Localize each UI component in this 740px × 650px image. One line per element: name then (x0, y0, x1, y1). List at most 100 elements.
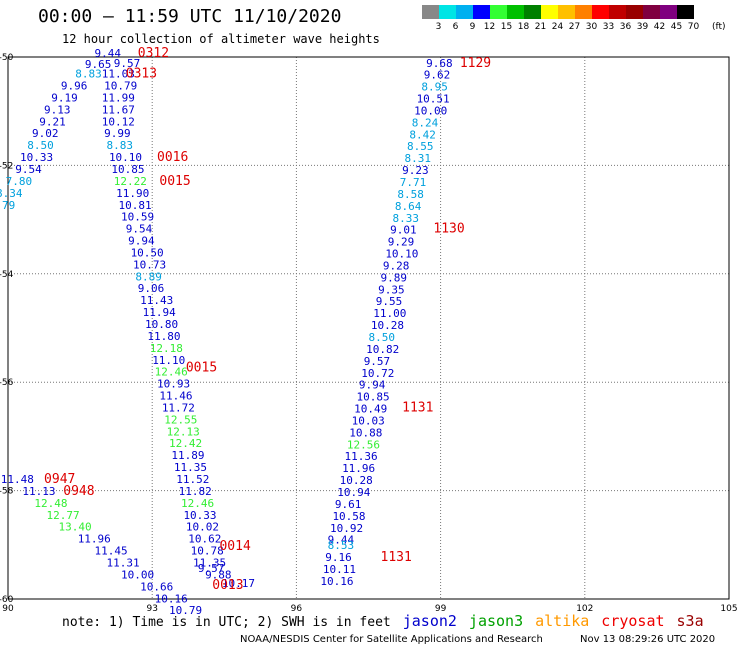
swh-value: 10.51 (417, 93, 450, 106)
swh-value: 8.64 (395, 200, 422, 213)
swh-value: 9.55 (376, 295, 403, 308)
swh-value: 10.72 (361, 367, 394, 380)
swh-value: 12.48 (34, 497, 67, 510)
swh-value: 7.71 (400, 176, 427, 189)
scale-swatch (473, 5, 490, 19)
swh-value: 9.16 (325, 551, 352, 564)
swh-value: 8.79 (0, 199, 15, 212)
scale-label: 36 (619, 22, 632, 32)
swh-value: 8.83 (75, 68, 102, 81)
pass-time-label: 1129 (460, 56, 491, 71)
pass-time-label: 1131 (381, 550, 412, 565)
scale-label: 18 (517, 22, 530, 32)
swh-value: 10.62 (188, 533, 221, 546)
swh-value: 9.54 (15, 163, 42, 176)
swh-value: 9.35 (378, 283, 405, 296)
satellite-legend: jason2 jason3 altika cryosat s3a (391, 612, 704, 630)
swh-value: 8.58 (397, 188, 424, 201)
note-and-satellite-legend: note: 1) Time is in UTC; 2) SWH is in fe… (62, 612, 704, 630)
swh-value: 11.43 (140, 294, 173, 307)
swh-value: 11.80 (147, 330, 180, 343)
swh-value: 11.31 (107, 556, 140, 569)
scale-swatch (456, 5, 473, 19)
scale-swatch (592, 5, 609, 19)
lat-tick-label: -52 (0, 161, 13, 171)
lat-tick-label: -50 (0, 53, 14, 63)
pass-time-label: 0013 (212, 578, 243, 593)
swh-value: 8.50 (369, 331, 396, 344)
swh-value: 9.88 (205, 568, 232, 581)
swh-value: 11.67 (102, 103, 135, 116)
scale-label: 12 (483, 22, 496, 32)
pass-time-label: 0947 (44, 472, 75, 487)
swh-value: 9.44 (95, 47, 122, 60)
scale-label: 27 (568, 22, 581, 32)
scale-swatch (507, 5, 524, 19)
swh-value: 10.85 (356, 391, 389, 404)
swh-value: 8.53 (328, 539, 355, 552)
pass-time-label: 0948 (63, 484, 94, 499)
lat-tick-label: -56 (0, 378, 14, 388)
swh-value: 8.42 (409, 128, 436, 141)
swh-value: 9.28 (383, 259, 410, 272)
scale-swatch (643, 5, 660, 19)
swh-value: 10.03 (352, 414, 385, 427)
scale-label: 6 (452, 22, 459, 32)
pass-time-label: 0312 (138, 46, 169, 61)
scale-swatch (422, 5, 439, 19)
swh-value: 13.40 (58, 521, 91, 534)
swh-value: 9.29 (388, 236, 415, 249)
swh-value: 9.13 (44, 103, 71, 116)
pass-time-label: 0015 (159, 174, 190, 189)
swh-value: 12.56 (347, 438, 380, 451)
swh-value: 11.10 (152, 354, 185, 367)
swh-value: 10.78 (191, 545, 224, 558)
footer-credit: NOAA/NESDIS Center for Satellite Applica… (240, 634, 543, 645)
scale-swatch (677, 5, 694, 19)
swh-value: 9.57 (364, 355, 391, 368)
swh-value: 12.13 (167, 425, 200, 438)
swh-value: 10.12 (102, 115, 135, 128)
swh-value: 7.80 (6, 175, 33, 188)
swh-value: 10.94 (337, 486, 370, 499)
scale-label: 9 (469, 22, 476, 32)
scale-swatch (609, 5, 626, 19)
lat-tick-label: -58 (0, 487, 14, 497)
swh-value: 9.01 (390, 224, 417, 237)
swh-value: 9.21 (39, 115, 66, 128)
lon-tick-label: 102 (576, 604, 593, 614)
swh-value: 11.46 (159, 390, 192, 403)
pass-time-label: 1130 (433, 222, 464, 237)
swh-value: 9.94 (359, 379, 386, 392)
satellite-legend-item: jason3 (468, 612, 524, 630)
swh-value: 12.22 (114, 175, 147, 188)
swh-value: 8.55 (407, 140, 434, 153)
swh-value: 11.13 (22, 485, 55, 498)
scale-label: 24 (551, 22, 564, 32)
scale-swatch (524, 5, 541, 19)
scale-swatch (660, 5, 677, 19)
scale-unit: (ft) (712, 22, 726, 32)
swh-value: 8.31 (405, 152, 432, 165)
swh-value: 9.54 (126, 223, 153, 236)
swh-value: 8.95 (421, 81, 448, 94)
scale-swatch (541, 5, 558, 19)
map-border (7, 56, 730, 600)
lat-tick-label: -54 (0, 270, 14, 280)
swh-value: 10.59 (121, 211, 154, 224)
swh-value: 9.57 (198, 562, 225, 575)
swh-value: 11.45 (95, 545, 128, 558)
swh-value: 10.88 (349, 426, 382, 439)
scale-swatch (626, 5, 643, 19)
swh-value: 10.28 (340, 474, 373, 487)
pass-time-label: 0014 (219, 539, 250, 554)
lat-tick-label: -60 (0, 595, 14, 605)
scale-label: 15 (500, 22, 513, 32)
footer-timestamp: Nov 13 08:29:26 UTC 2020 (580, 634, 716, 645)
swh-value: 11.00 (373, 307, 406, 320)
color-scale-legend: 3 6 9 12 15 18 21 24 27 30 33 36 39 42 45 70 (ft) (422, 5, 728, 35)
swh-value: 10.58 (332, 510, 365, 523)
swh-value: 11.90 (116, 187, 149, 200)
swh-value: 8.34 (0, 187, 23, 200)
